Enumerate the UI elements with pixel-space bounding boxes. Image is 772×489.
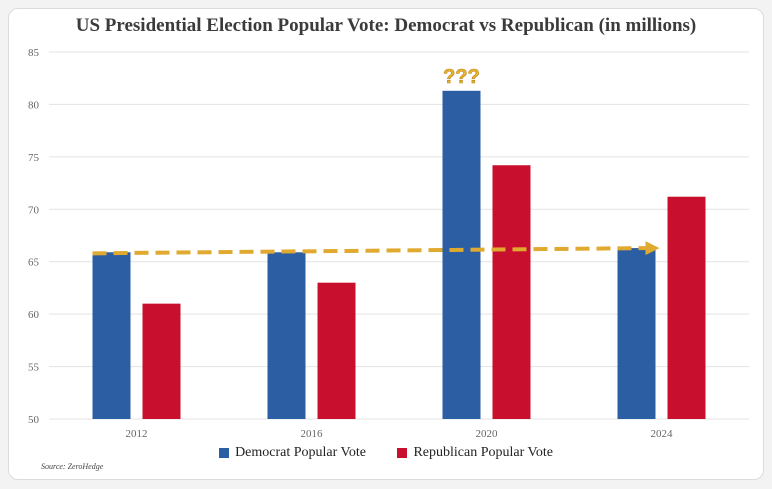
legend: Democrat Popular Vote Republican Popular… [9, 445, 763, 463]
y-tick-label: 55 [28, 362, 40, 374]
chart-title: US Presidential Election Popular Vote: D… [75, 15, 697, 36]
legend-label-democrat: Democrat Popular Vote [235, 445, 366, 460]
annotations: ??? [92, 65, 660, 256]
legend-item-democrat: Democrat Popular Vote [219, 445, 366, 461]
legend-swatch-republican [397, 448, 408, 458]
legend-swatch-democrat [219, 448, 230, 458]
y-axis-ticks: 50 55 60 65 70 75 80 85 [28, 47, 40, 426]
y-tick-label: 80 [28, 99, 40, 111]
x-tick-label: 2020 [476, 428, 499, 440]
x-tick-label: 2016 [301, 428, 324, 440]
legend-label-republican: Republican Popular Vote [413, 445, 553, 460]
bar-democrat-2020 [442, 90, 481, 419]
legend-item-republican: Republican Popular Vote [397, 445, 553, 461]
trend-arrowhead [645, 241, 660, 256]
y-tick-label: 50 [28, 414, 40, 426]
trend-arrow-line [92, 246, 648, 256]
y-tick-label: 60 [28, 309, 40, 321]
x-tick-label: 2012 [126, 428, 148, 440]
bar-democrat-2012 [92, 252, 131, 419]
bar-chart: 50 55 60 65 70 75 80 85 2012 2016 2020 2024 ??? [28, 47, 749, 440]
y-tick-label: 70 [28, 204, 40, 216]
bars [92, 90, 706, 419]
bar-republican-2024 [667, 196, 706, 419]
bar-republican-2012 [142, 303, 181, 419]
y-tick-label: 75 [28, 152, 40, 164]
x-tick-label: 2024 [651, 428, 674, 440]
y-tick-label: 65 [28, 257, 40, 269]
question-marks-annotation: ??? [443, 66, 480, 88]
bar-democrat-2024 [617, 248, 656, 419]
bar-republican-2016 [317, 282, 356, 419]
y-tick-label: 85 [28, 47, 40, 59]
source-note: Source: ZeroHedge [41, 462, 104, 471]
x-axis-ticks: 2012 2016 2020 2024 [126, 428, 674, 440]
chart-card: US Presidential Election Popular Vote: D… [8, 8, 764, 480]
bar-republican-2020 [492, 165, 531, 419]
bar-democrat-2016 [267, 252, 306, 419]
